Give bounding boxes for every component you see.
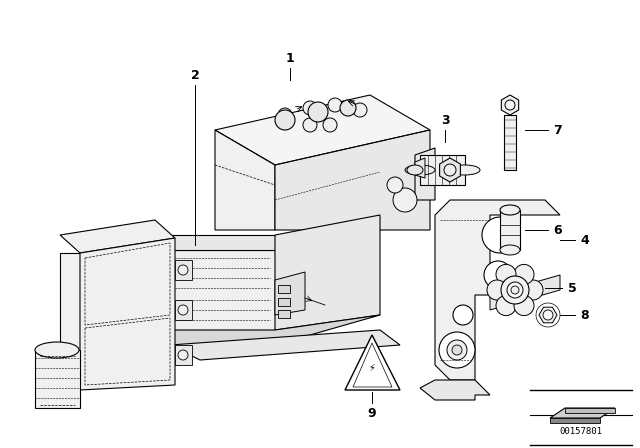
Ellipse shape xyxy=(500,245,520,255)
Circle shape xyxy=(484,261,512,289)
Circle shape xyxy=(303,118,317,132)
Circle shape xyxy=(444,164,456,176)
Polygon shape xyxy=(80,238,175,390)
Circle shape xyxy=(511,286,519,294)
Polygon shape xyxy=(490,275,560,310)
Text: 8: 8 xyxy=(580,309,589,322)
Polygon shape xyxy=(60,220,175,253)
Polygon shape xyxy=(170,250,275,330)
Text: 1: 1 xyxy=(285,52,294,65)
Circle shape xyxy=(328,98,342,112)
Polygon shape xyxy=(175,345,192,365)
Polygon shape xyxy=(35,350,80,408)
Circle shape xyxy=(178,265,188,275)
Polygon shape xyxy=(215,95,430,165)
Circle shape xyxy=(278,108,292,122)
Polygon shape xyxy=(420,380,490,400)
Circle shape xyxy=(308,102,328,122)
Polygon shape xyxy=(550,418,600,423)
Circle shape xyxy=(178,350,188,360)
Polygon shape xyxy=(170,315,380,345)
Circle shape xyxy=(507,282,523,298)
Circle shape xyxy=(353,103,367,117)
Polygon shape xyxy=(539,307,557,323)
Polygon shape xyxy=(175,300,192,320)
Circle shape xyxy=(178,305,188,315)
Polygon shape xyxy=(550,408,615,418)
Polygon shape xyxy=(275,272,305,315)
Polygon shape xyxy=(60,253,80,390)
Circle shape xyxy=(482,217,518,253)
Circle shape xyxy=(523,280,543,300)
Polygon shape xyxy=(415,158,425,178)
Ellipse shape xyxy=(35,342,79,358)
Polygon shape xyxy=(420,155,465,185)
Ellipse shape xyxy=(500,205,520,215)
Text: 9: 9 xyxy=(368,406,376,419)
Polygon shape xyxy=(278,298,290,306)
Polygon shape xyxy=(504,115,516,170)
Circle shape xyxy=(514,296,534,315)
Polygon shape xyxy=(415,148,435,200)
Polygon shape xyxy=(275,130,430,230)
Circle shape xyxy=(496,264,516,284)
Circle shape xyxy=(323,118,337,132)
Circle shape xyxy=(303,101,317,115)
Ellipse shape xyxy=(450,165,480,175)
Polygon shape xyxy=(170,235,275,250)
Circle shape xyxy=(453,305,473,325)
Text: 2: 2 xyxy=(191,69,200,82)
Circle shape xyxy=(496,296,516,315)
Text: 6: 6 xyxy=(554,224,563,237)
Circle shape xyxy=(487,280,507,300)
Text: 00157801: 00157801 xyxy=(559,426,602,435)
Polygon shape xyxy=(500,210,520,250)
Circle shape xyxy=(387,177,403,193)
Circle shape xyxy=(514,264,534,284)
Circle shape xyxy=(505,100,515,110)
Text: 4: 4 xyxy=(580,233,589,246)
Text: 5: 5 xyxy=(568,281,577,294)
Ellipse shape xyxy=(405,165,435,175)
Polygon shape xyxy=(215,130,275,230)
Circle shape xyxy=(447,340,467,360)
Circle shape xyxy=(543,310,553,320)
Circle shape xyxy=(393,188,417,212)
Polygon shape xyxy=(435,200,560,380)
Ellipse shape xyxy=(407,165,423,175)
Text: 3: 3 xyxy=(441,113,449,126)
Polygon shape xyxy=(345,335,400,390)
Polygon shape xyxy=(440,158,460,182)
Polygon shape xyxy=(170,330,400,360)
Polygon shape xyxy=(278,285,290,293)
Text: 7: 7 xyxy=(554,124,563,137)
Polygon shape xyxy=(501,95,518,115)
Text: ⚡: ⚡ xyxy=(369,363,376,373)
Polygon shape xyxy=(275,215,380,330)
Circle shape xyxy=(452,345,462,355)
Polygon shape xyxy=(278,310,290,318)
Circle shape xyxy=(501,276,529,304)
Circle shape xyxy=(275,110,295,130)
Polygon shape xyxy=(175,260,192,280)
Circle shape xyxy=(340,100,356,116)
Circle shape xyxy=(439,332,475,368)
Polygon shape xyxy=(565,408,615,413)
